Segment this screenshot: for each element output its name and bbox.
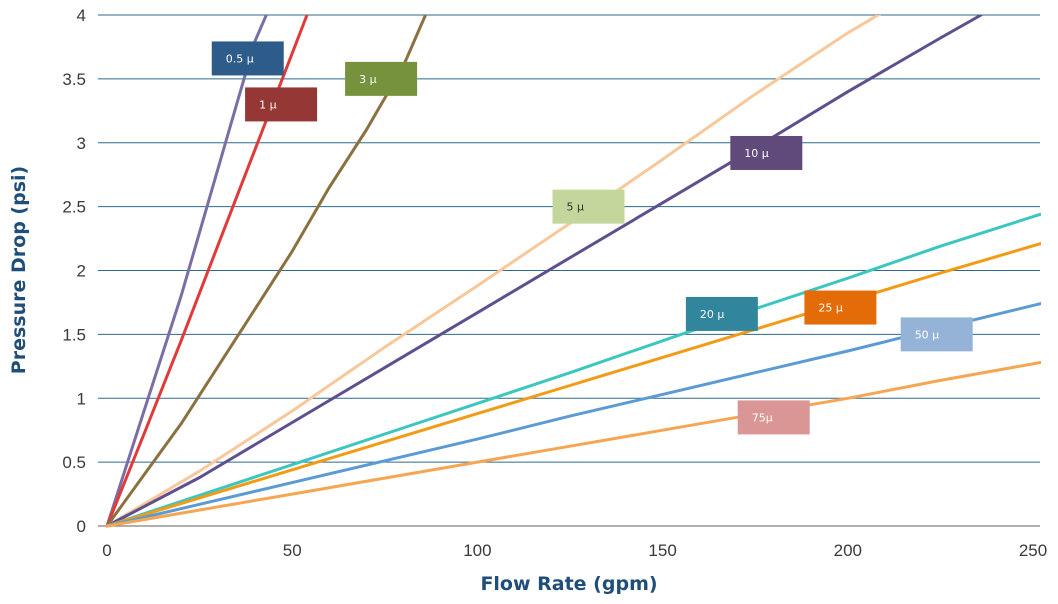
- x-tick-label: 0: [102, 541, 111, 560]
- x-tick-label: 250: [1019, 541, 1047, 560]
- series-label-box: [552, 189, 625, 224]
- series-labels: 0.5 µ 1 µ 3 µ 5 µ 10 µ 20 µ 25 µ 50 µ 75µ: [211, 41, 973, 435]
- x-axis-title: Flow Rate (gpm): [480, 573, 657, 595]
- x-tick-label: 50: [283, 541, 302, 560]
- x-tick-label: 200: [834, 541, 862, 560]
- x-tick-labels: 0 50 100 150 200 250: [102, 541, 1047, 560]
- series-label: 0.5 µ: [211, 41, 284, 76]
- y-tick-label: 1.5: [62, 325, 86, 344]
- y-tick-label: 3: [77, 134, 86, 153]
- series-line: [105, 15, 882, 528]
- series-label-text: 0.5 µ: [226, 52, 254, 65]
- series-line: [105, 361, 1041, 528]
- y-tick-label: 0: [77, 517, 86, 536]
- series-label: 25 µ: [804, 290, 877, 325]
- series-line: [105, 302, 1041, 528]
- series-label-text: 3 µ: [359, 73, 377, 86]
- series-label: 5 µ: [552, 189, 625, 224]
- gridlines: [98, 14, 1040, 463]
- series-label-text: 5 µ: [567, 201, 585, 214]
- y-tick-label: 0.5: [62, 453, 86, 472]
- series-label-box: [737, 400, 810, 435]
- series-label: 50 µ: [900, 317, 973, 352]
- series-label-box: [345, 61, 418, 96]
- series-label-box: [211, 41, 284, 76]
- series-lines: [105, 15, 1041, 528]
- y-tick-labels: 0 0.5 1 1.5 2 2.5 3 3.5 4: [62, 6, 86, 536]
- series-label-box: [245, 87, 318, 122]
- series-label: 3 µ: [345, 61, 418, 96]
- x-tick-label: 150: [648, 541, 676, 560]
- series-label-box: [804, 290, 877, 325]
- series-label-text: 10 µ: [744, 147, 769, 160]
- x-tick-label: 100: [463, 541, 491, 560]
- series-label-text: 50 µ: [915, 328, 940, 341]
- series-label-text: 1 µ: [259, 98, 277, 111]
- y-tick-label: 2.5: [62, 198, 86, 217]
- series-line: [105, 212, 1041, 528]
- series-label-box: [900, 317, 973, 352]
- series-label-box: [685, 296, 758, 331]
- series-label-text: 20 µ: [700, 308, 725, 321]
- series-label-text: 75µ: [752, 411, 773, 424]
- y-tick-label: 3.5: [62, 70, 86, 89]
- y-axis-title: Pressure Drop (psi): [8, 166, 30, 374]
- series-label-box: [730, 135, 803, 170]
- series-label: 10 µ: [730, 135, 803, 170]
- series-line: [105, 15, 983, 528]
- series-label: 75µ: [737, 400, 810, 435]
- y-tick-label: 1: [77, 389, 86, 408]
- series-line: [105, 242, 1041, 528]
- series-label: 1 µ: [245, 87, 318, 122]
- series-line: [105, 15, 309, 528]
- series-label: 20 µ: [685, 296, 758, 331]
- series-line: [105, 15, 427, 528]
- y-tick-label: 4: [77, 6, 86, 25]
- y-tick-label: 2: [77, 262, 86, 281]
- series-label-text: 25 µ: [818, 302, 843, 315]
